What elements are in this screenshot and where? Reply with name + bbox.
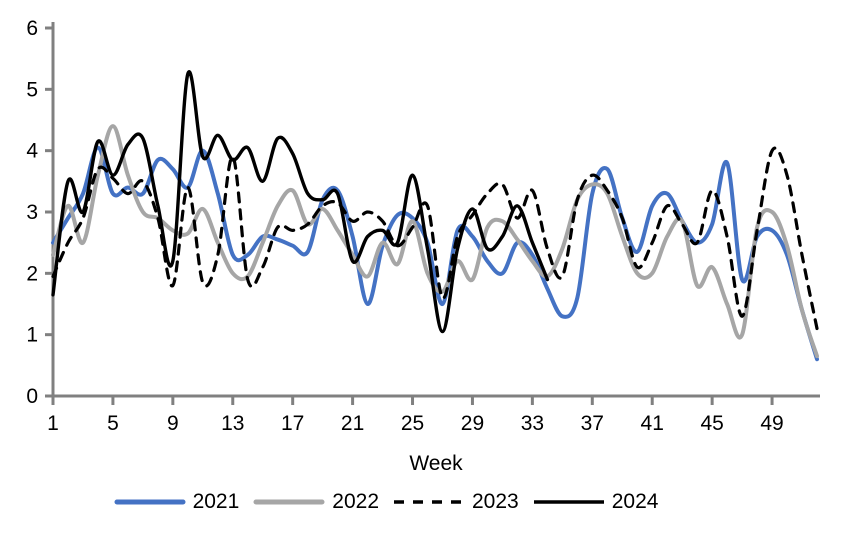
- legend-item-2023: 2023: [393, 490, 519, 514]
- legend-label-2023: 2023: [472, 490, 519, 513]
- series-line-2024: [51, 70, 550, 334]
- x-tick-label: 45: [700, 412, 723, 435]
- legend: 2021 2022 2023 2024: [0, 490, 772, 514]
- legend-label-2021: 2021: [192, 490, 240, 513]
- x-tick-label: 29: [461, 412, 484, 435]
- y-tick-label: 1: [26, 324, 38, 347]
- x-tick-label: 49: [760, 412, 783, 435]
- x-tick-label: 33: [521, 412, 544, 435]
- x-tick-label: 25: [401, 412, 424, 435]
- legend-label-2022: 2022: [332, 490, 379, 513]
- series-line-2023: [51, 146, 819, 331]
- legend-line-sample-2024: [533, 500, 604, 504]
- y-tick-label: 0: [26, 385, 38, 408]
- legend-item-2021: 2021: [114, 490, 240, 514]
- x-tick-label: 17: [281, 412, 304, 435]
- legend-item-2022: 2022: [253, 490, 379, 514]
- legend-line-sample-2021: [114, 499, 186, 505]
- legend-line-sample-2023: [394, 500, 464, 504]
- x-tick-label: 1: [47, 412, 59, 435]
- x-axis-title: Week: [409, 452, 463, 475]
- y-tick-label: 5: [26, 78, 38, 101]
- x-tick-label: 21: [341, 412, 364, 435]
- x-tick-label: 9: [167, 412, 179, 435]
- legend-item-2024: 2024: [533, 490, 659, 514]
- y-tick-label: 2: [26, 262, 38, 285]
- legend-label-2024: 2024: [611, 490, 659, 513]
- x-tick-label: 5: [107, 412, 119, 435]
- x-tick-label: 13: [221, 412, 244, 435]
- y-tick-label: 3: [26, 201, 38, 224]
- y-tick-label: 6: [26, 17, 38, 40]
- x-tick-label: 37: [581, 412, 604, 435]
- x-tick-label: 41: [641, 412, 664, 435]
- y-tick-label: 4: [26, 140, 38, 163]
- legend-line-sample-2022: [253, 499, 325, 505]
